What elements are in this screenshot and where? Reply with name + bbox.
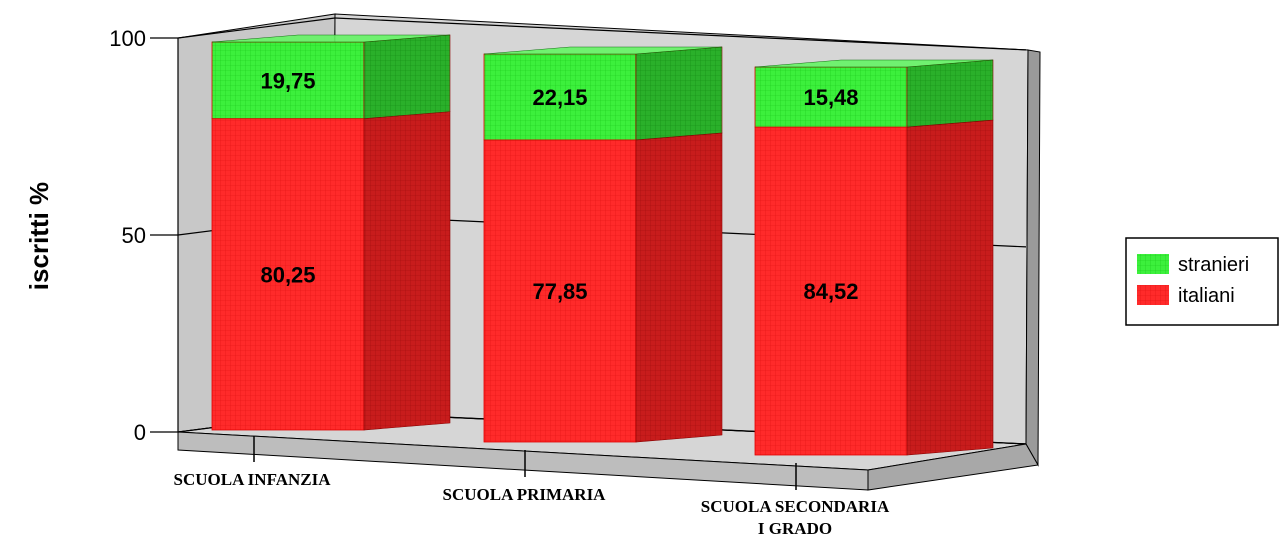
bar-top-stranieri	[483, 46, 723, 55]
bar-top-stranieri	[211, 34, 451, 43]
x-tick-label: SCUOLA PRIMARIA	[443, 485, 607, 504]
legend-swatch-stranieri	[1137, 254, 1169, 274]
legend: stranieri italiani	[1125, 237, 1279, 326]
legend-label-italiani: italiani	[1178, 285, 1235, 307]
data-label-italiani: 80,25	[260, 262, 315, 287]
bar-front-italiani	[483, 139, 637, 443]
bar-segment-italiani: 84,52	[754, 119, 994, 456]
bar-segment-italiani: 80,25	[211, 111, 451, 431]
bar-segment-stranieri: 15,48	[754, 59, 994, 128]
bar-side-stranieri	[363, 34, 451, 119]
x-axis: SCUOLA INFANZIA SCUOLA PRIMARIA SCUOLA SEC…	[174, 436, 890, 538]
bar-segment-italiani: 77,85	[483, 132, 723, 443]
data-label-italiani: 77,85	[532, 279, 587, 304]
bar-side-italiani	[363, 111, 451, 431]
bar-top-stranieri	[754, 59, 994, 68]
bar-front-italiani	[754, 126, 908, 456]
grid-line-side	[177, 17, 336, 39]
bar-segment-stranieri: 19,75	[211, 34, 451, 120]
y-axis-label: iscritti %	[24, 182, 54, 290]
data-label-stranieri: 22,15	[532, 85, 587, 110]
y-axis: 0 50 100 iscritti %	[24, 26, 178, 445]
bar-side-stranieri	[906, 59, 994, 128]
bar-side-stranieri	[635, 46, 723, 141]
data-label-stranieri: 19,75	[260, 68, 315, 93]
x-tick-label: SCUOLA INFANZIA	[174, 470, 332, 489]
data-label-stranieri: 15,48	[803, 85, 858, 110]
bar-front-stranieri	[483, 53, 637, 141]
legend-box	[1125, 237, 1279, 326]
grid-line-back	[334, 17, 1027, 51]
legend-swatch-italiani	[1137, 285, 1169, 305]
y-tick-label: 0	[134, 420, 146, 445]
bar-front-stranieri	[211, 41, 365, 120]
y-tick-label: 50	[122, 223, 146, 248]
x-tick-label: SCUOLA SECONDARIA	[701, 497, 890, 516]
y-tick-label: 100	[109, 26, 146, 51]
bar-side-italiani	[635, 132, 723, 443]
bar-segment-stranieri: 22,15	[483, 46, 723, 141]
legend-label-stranieri: stranieri	[1178, 254, 1249, 276]
bar-side-italiani	[906, 119, 994, 456]
data-label-italiani: 84,52	[803, 279, 858, 304]
bar-front-italiani	[211, 118, 365, 431]
x-tick-label: I GRADO	[758, 519, 832, 538]
bars: 80,25 19,75 77,85 22,15 84,52 15,48	[211, 34, 994, 456]
